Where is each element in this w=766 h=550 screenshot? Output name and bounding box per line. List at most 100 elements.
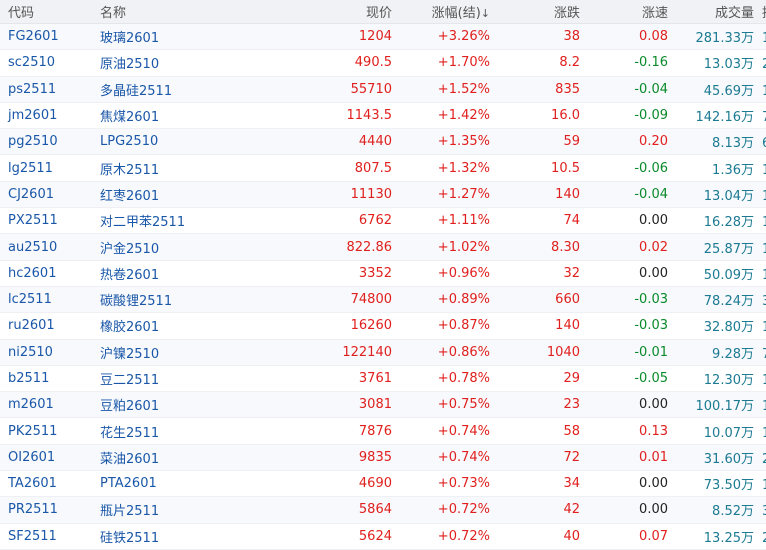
row-name: 豆粕2601	[100, 399, 160, 415]
table-row[interactable]: TA2601 PTA2601 4690 +0.73% 34 0.00 73.50万 104.0…	[0, 471, 766, 498]
row-volume: 10.07万	[703, 425, 754, 441]
row-code: ps2511	[8, 81, 57, 97]
table-row[interactable]: FG2601 玻璃2601 1204 +3.26% 38 0.08 281.33万129.3…	[0, 24, 766, 51]
row-speed: 0.00	[639, 265, 668, 281]
row-name: 碳酸锂2511	[100, 294, 173, 310]
row-price: 822.86	[346, 239, 393, 255]
header-change-pct[interactable]: 涨幅(结)↓	[396, 2, 494, 21]
row-change-pct: +0.86%	[437, 344, 490, 360]
row-code: CJ2601	[8, 186, 54, 202]
table-row[interactable]: CJ2601 红枣2601 11130 +1.27% 140 -0.04 13.04万 13.…	[0, 181, 766, 209]
row-volume: 73.50万	[703, 478, 754, 494]
header-open-interest[interactable]: 持仓	[758, 2, 766, 21]
row-volume: 32.80万	[703, 320, 754, 336]
sort-desc-icon: ↓	[480, 7, 490, 20]
row-change-pct: +3.26%	[437, 29, 490, 45]
row-code: OI2601	[8, 449, 56, 465]
row-change: 40	[563, 528, 580, 544]
table-row[interactable]: m2601 豆粕2601 3081 +0.75% 23 0.00 100.17万199.08…	[0, 392, 766, 419]
row-open-interest: 25.42万	[758, 448, 766, 467]
table-row[interactable]: OI2601 菜油2601 9835 +0.74% 72 0.01 31.60万 25.42万	[0, 444, 766, 472]
header-change-pct-label: 涨幅(结)	[431, 6, 481, 21]
row-speed: -0.03	[634, 318, 668, 334]
row-price: 4690	[358, 476, 392, 492]
row-open-interest: 129.39万	[758, 27, 766, 46]
table-row[interactable]: sc2510 原油2510 490.5 +1.70% 8.2 -0.16 13.03万 2.4…	[0, 50, 766, 77]
row-name: 瓶片2511	[100, 504, 160, 520]
row-speed: 0.00	[639, 476, 668, 492]
table-row[interactable]: ps2511 多晶硅2511 55710 +1.52% 835 -0.04 45.69万15…	[0, 76, 766, 103]
row-price: 16260	[350, 318, 392, 334]
row-volume: 13.03万	[703, 57, 754, 73]
row-name: 热卷2601	[100, 267, 160, 283]
row-change: 23	[563, 397, 580, 413]
row-open-interest: 13.75万	[758, 422, 766, 441]
row-name: 菜油2601	[100, 451, 160, 467]
row-open-interest: 104.04万	[758, 474, 766, 493]
table-row[interactable]: b2511 豆二2511 3761 +0.78% 29 -0.05 12.30万 11.19万	[0, 366, 766, 393]
row-speed: 0.01	[639, 449, 668, 465]
table-row[interactable]: SF2511 硅铁2511 5624 +0.72% 40 0.07 13.25万 23.36万	[0, 524, 766, 550]
row-open-interest: 36.41万	[758, 290, 766, 309]
row-price: 6762	[358, 213, 392, 229]
row-change: 16.0	[551, 108, 580, 124]
row-change: 38	[563, 29, 580, 45]
row-name: 对二甲苯2511	[100, 215, 186, 231]
table-row[interactable]: ni2510 沪镍2510 122140 +0.86% 1040 -0.01 9.28万7.…	[0, 339, 766, 366]
row-price: 122140	[342, 344, 392, 360]
table-row[interactable]: ru2601 橡胶2601 16260 +0.87% 140 -0.03 32.80万 16.…	[0, 313, 766, 340]
row-volume: 281.33万	[695, 31, 755, 47]
header-code[interactable]: 代码	[8, 6, 35, 21]
row-speed: 0.20	[639, 134, 668, 150]
row-volume: 25.87万	[703, 241, 754, 257]
row-volume: 31.60万	[703, 451, 754, 467]
header-change[interactable]: 涨跌	[553, 6, 580, 21]
header-volume[interactable]: 成交量	[714, 6, 754, 21]
row-volume: 13.04万	[703, 188, 754, 204]
row-code: ni2510	[8, 344, 53, 360]
row-price: 1143.5	[346, 108, 393, 124]
row-price: 3081	[358, 397, 392, 413]
row-change: 8.2	[559, 55, 580, 71]
row-name: 红枣2601	[100, 188, 160, 204]
row-change-pct: +0.78%	[437, 371, 490, 386]
row-open-interest: 15.38万	[758, 211, 766, 230]
row-speed: -0.06	[634, 160, 668, 176]
header-price[interactable]: 现价	[365, 6, 392, 21]
row-name: 硅铁2511	[100, 530, 160, 546]
table-row[interactable]: lg2511 原木2511 807.5 +1.32% 10.5 -0.06 1.36万 1.5…	[0, 155, 766, 182]
row-change-pct: +0.75%	[437, 397, 490, 413]
row-change: 8.30	[551, 239, 580, 255]
row-code: sc2510	[8, 55, 56, 71]
table-row[interactable]: PR2511 瓶片2511 5864 +0.72% 42 0.00 8.52万 3.72万	[0, 497, 766, 524]
row-change: 72	[563, 449, 580, 465]
row-change: 29	[563, 371, 580, 386]
row-change-pct: +0.96%	[437, 265, 490, 281]
header-speed[interactable]: 涨速	[641, 6, 668, 21]
row-speed: 0.08	[639, 29, 668, 45]
table-row[interactable]: au2510 沪金2510 822.86 +1.02% 8.30 0.02 25.87万12…	[0, 234, 766, 261]
row-open-interest: 15.40万	[758, 80, 766, 99]
row-name: PTA2601	[100, 476, 157, 492]
row-code: PX2511	[8, 213, 58, 229]
table-row[interactable]: hc2601 热卷2601 3352 +0.96% 32 0.00 50.09万 130.12…	[0, 261, 766, 287]
row-price: 807.5	[354, 160, 392, 176]
row-speed: 0.00	[639, 502, 668, 518]
table-row[interactable]: pg2510 LPG2510 4440 +1.35% 59 0.20 8.13万 6.60万	[0, 129, 766, 156]
table-row[interactable]: PK2511 花生2511 7876 +0.74% 58 0.13 10.07万 13.75万	[0, 418, 766, 445]
table-row[interactable]: lc2511 碳酸锂2511 74800 +0.89% 660 -0.03 78.24万36…	[0, 286, 766, 314]
row-volume: 142.16万	[695, 110, 755, 126]
row-change: 10.5	[551, 160, 580, 176]
row-change-pct: +0.72%	[437, 528, 490, 544]
table-row[interactable]: jm2601 焦煤2601 1143.5 +1.42% 16.0 -0.09 142.16万…	[0, 103, 766, 130]
header-name[interactable]: 名称	[100, 6, 127, 21]
row-open-interest: 16.27万	[758, 316, 766, 335]
row-change-pct: +1.42%	[437, 108, 490, 124]
row-price: 4440	[358, 134, 392, 150]
row-speed: 0.00	[639, 397, 668, 413]
row-price: 3352	[358, 265, 392, 281]
table-row[interactable]: PX2511 对二甲苯2511 6762 +1.11% 74 0.00 16.28万 15.3…	[0, 208, 766, 235]
row-name: 豆二2511	[100, 373, 160, 388]
row-code: FG2601	[8, 29, 59, 45]
